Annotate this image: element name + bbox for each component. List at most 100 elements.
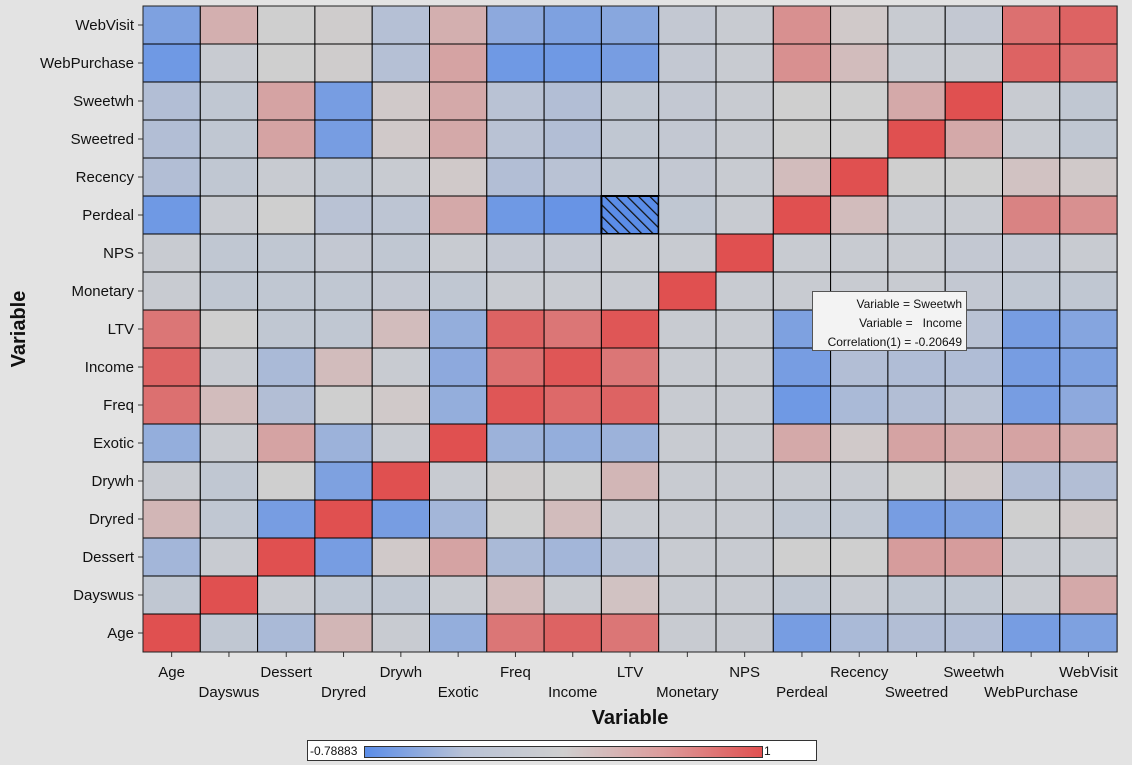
x-tick-label: WebVisit <box>1059 664 1118 681</box>
tooltip-value-3: -0.20649 <box>914 335 962 349</box>
heatmap-cell <box>142 537 201 577</box>
heatmap-cell <box>429 195 488 235</box>
heatmap-cell <box>371 157 431 197</box>
x-axis-title: Variable <box>592 707 669 729</box>
heatmap-cell <box>371 5 431 45</box>
x-tick-label: NPS <box>729 664 760 681</box>
heatmap-cell <box>715 309 774 349</box>
cell-tooltip: Variable = Sweetwh Variable = Income Cor… <box>812 291 967 351</box>
heatmap-cell <box>600 271 660 311</box>
heatmap-cell <box>658 499 717 539</box>
heatmap-cell <box>600 347 660 387</box>
heatmap-cell <box>314 461 373 501</box>
heatmap-cell <box>600 385 660 425</box>
heatmap-cell <box>314 5 373 45</box>
heatmap-cell <box>429 81 488 121</box>
heatmap-cell <box>600 575 660 615</box>
y-tick-label: Perdeal <box>82 207 134 224</box>
y-tick-label: LTV <box>108 321 134 338</box>
y-tick-label: Exotic <box>93 435 134 452</box>
heatmap-cell <box>887 385 946 425</box>
heatmap-cell <box>371 195 431 235</box>
heatmap-cell <box>772 537 832 577</box>
heatmap-cell <box>371 43 431 83</box>
heatmap-cell <box>543 157 602 197</box>
heatmap-cell <box>314 499 373 539</box>
heatmap-cell <box>1002 347 1061 387</box>
heatmap-cell <box>887 499 946 539</box>
heatmap-cell <box>142 5 201 45</box>
heatmap-cell <box>772 575 832 615</box>
heatmap-cell <box>1002 537 1061 577</box>
heatmap-cell <box>887 233 946 273</box>
heatmap-cell <box>543 195 602 235</box>
heatmap-cell <box>486 575 545 615</box>
heatmap-cell <box>199 613 259 653</box>
heatmap-cell <box>314 347 373 387</box>
heatmap-cell <box>658 157 717 197</box>
heatmap-cell <box>887 423 946 463</box>
heatmap-cell <box>543 309 602 349</box>
heatmap-cell <box>944 5 1004 45</box>
heatmap-cell <box>543 5 602 45</box>
heatmap-cell <box>486 423 545 463</box>
heatmap-cell <box>142 385 201 425</box>
heatmap-cell <box>371 461 431 501</box>
heatmap-cell <box>772 499 832 539</box>
heatmap-cell <box>371 81 431 121</box>
heatmap-cell <box>486 119 545 159</box>
heatmap-cell <box>600 499 660 539</box>
heatmap-cell <box>772 157 832 197</box>
heatmap-cell <box>429 271 488 311</box>
heatmap-cell <box>658 461 717 501</box>
heatmap-cell <box>257 81 316 121</box>
heatmap-cell <box>199 119 259 159</box>
heatmap-cell <box>772 461 832 501</box>
heatmap-cell <box>199 385 259 425</box>
heatmap-cell <box>715 271 774 311</box>
heatmap-cell <box>887 613 946 653</box>
plot-frame <box>142 5 1118 653</box>
heatmap-cell <box>887 119 946 159</box>
heatmap-cell <box>543 499 602 539</box>
heatmap-cell <box>944 233 1004 273</box>
x-tick-label: Sweetred <box>885 684 948 701</box>
heatmap-cell <box>543 537 602 577</box>
heatmap-cell <box>1059 613 1118 653</box>
heatmap-cell <box>1002 43 1061 83</box>
heatmap-cell <box>257 461 316 501</box>
legend-max-label: 1 <box>764 744 771 758</box>
heatmap-cell <box>257 119 316 159</box>
heatmap-cell <box>199 423 259 463</box>
heatmap-cell <box>1002 5 1061 45</box>
heatmap-cell <box>887 5 946 45</box>
heatmap-cell <box>600 233 660 273</box>
heatmap-cell <box>314 537 373 577</box>
heatmap-cell <box>543 613 602 653</box>
heatmap-cell <box>1059 385 1118 425</box>
heatmap-cell <box>1002 309 1061 349</box>
heatmap-cell <box>1002 271 1061 311</box>
heatmap-cell <box>658 43 717 83</box>
heatmap-cell <box>658 233 717 273</box>
heatmap-cell <box>486 233 545 273</box>
heatmap-cell <box>199 499 259 539</box>
color-legend: -0.78883 1 <box>307 740 817 761</box>
y-tick-label: Income <box>85 359 134 376</box>
heatmap-cell <box>543 81 602 121</box>
heatmap-cell <box>257 613 316 653</box>
heatmap-cell <box>371 309 431 349</box>
heatmap-cell <box>142 157 201 197</box>
heatmap-cell <box>257 385 316 425</box>
heatmap-cell <box>257 157 316 197</box>
tooltip-row-1: Variable = Sweetwh <box>856 297 962 311</box>
heatmap-cell <box>371 575 431 615</box>
heatmap-cell <box>257 43 316 83</box>
heatmap-cell <box>142 119 201 159</box>
heatmap-cell <box>772 119 832 159</box>
heatmap-cell <box>715 423 774 463</box>
heatmap-cell <box>486 461 545 501</box>
heatmap-cell <box>658 271 717 311</box>
heatmap-cell <box>1002 195 1061 235</box>
heatmap-cell <box>715 43 774 83</box>
